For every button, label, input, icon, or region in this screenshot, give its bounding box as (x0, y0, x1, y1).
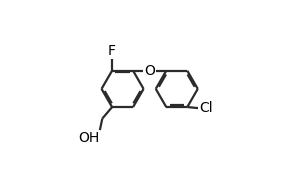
Text: OH: OH (78, 131, 99, 145)
Text: O: O (144, 64, 155, 78)
Text: F: F (108, 44, 116, 58)
Text: Cl: Cl (199, 101, 213, 115)
